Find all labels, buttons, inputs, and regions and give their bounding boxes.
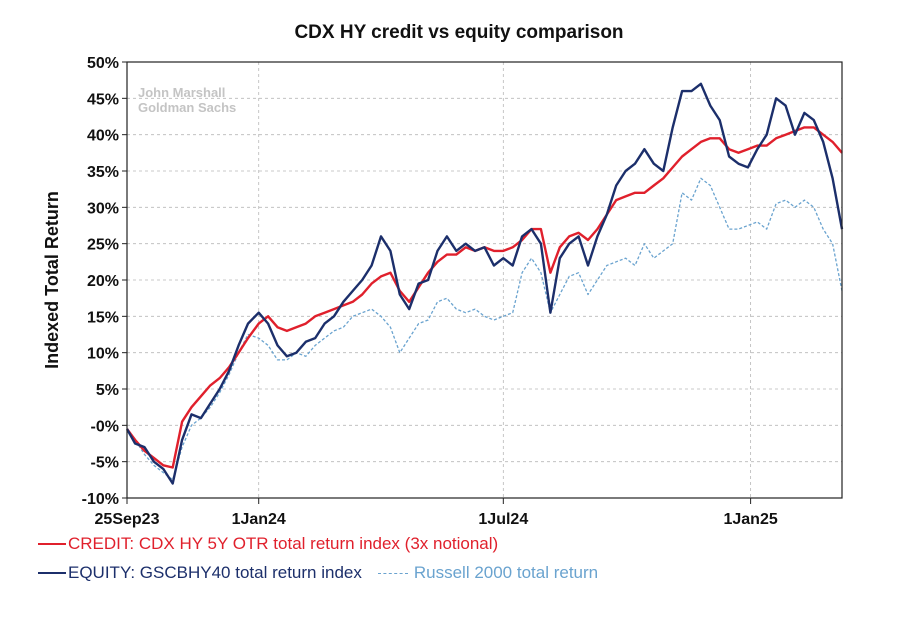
y-tick-label: 30%: [87, 200, 119, 217]
watermark-text: Goldman Sachs: [138, 100, 236, 115]
equity-series-line: [125, 82, 844, 485]
chart-container: [36, 14, 886, 590]
y-tick-label: 35%: [87, 164, 119, 181]
legend-label-equity: EQUITY: GSCBHY40 total return index: [68, 563, 362, 582]
y-tick-label: 45%: [87, 91, 119, 108]
y-axis: -10% -5% -0% 5% 10% 15% 20% 25% 30% 35% 40% 45% 50%: [82, 55, 127, 508]
legend-row-1: CREDIT: CDX HY 5Y OTR total return index…: [38, 534, 498, 554]
credit-series-line: [126, 126, 843, 469]
y-tick-label: -10%: [82, 491, 119, 508]
y-tick-label: 40%: [87, 128, 119, 145]
y-tick-label: 20%: [87, 273, 119, 290]
x-axis: 25Sep23 1Jan24 1Jul24 1Jan25: [95, 498, 778, 528]
watermark-text: John Marshall: [138, 85, 225, 100]
y-tick-label: 5%: [96, 382, 119, 399]
legend-swatch-russell: [377, 572, 408, 574]
y-tick-label: 25%: [87, 237, 119, 254]
grid: [127, 62, 842, 498]
legend-swatch-credit: [38, 543, 66, 545]
x-tick-label: 1Jan24: [232, 511, 286, 528]
y-tick-label: -0%: [91, 418, 119, 435]
russell-series-line: [126, 177, 843, 481]
legend-row-2: EQUITY: GSCBHY40 total return index Russ…: [38, 563, 598, 583]
y-axis-label: Indexed Total Return: [42, 191, 62, 369]
chart-title: CDX HY credit vs equity comparison: [294, 22, 624, 43]
y-tick-label: 10%: [87, 346, 119, 363]
x-tick-label: 25Sep23: [95, 511, 160, 528]
x-tick-label: 1Jul24: [478, 511, 528, 528]
y-tick-label: -5%: [91, 455, 119, 472]
legend-label-russell: Russell 2000 total return: [413, 563, 599, 582]
legend-swatch-equity: [38, 572, 66, 574]
y-tick-label: 50%: [87, 55, 119, 72]
legend-label-credit: CREDIT: CDX HY 5Y OTR total return index…: [68, 534, 499, 553]
y-tick-label: 15%: [87, 309, 119, 326]
series-lines: [125, 82, 844, 485]
x-tick-label: 1Jan25: [723, 511, 777, 528]
